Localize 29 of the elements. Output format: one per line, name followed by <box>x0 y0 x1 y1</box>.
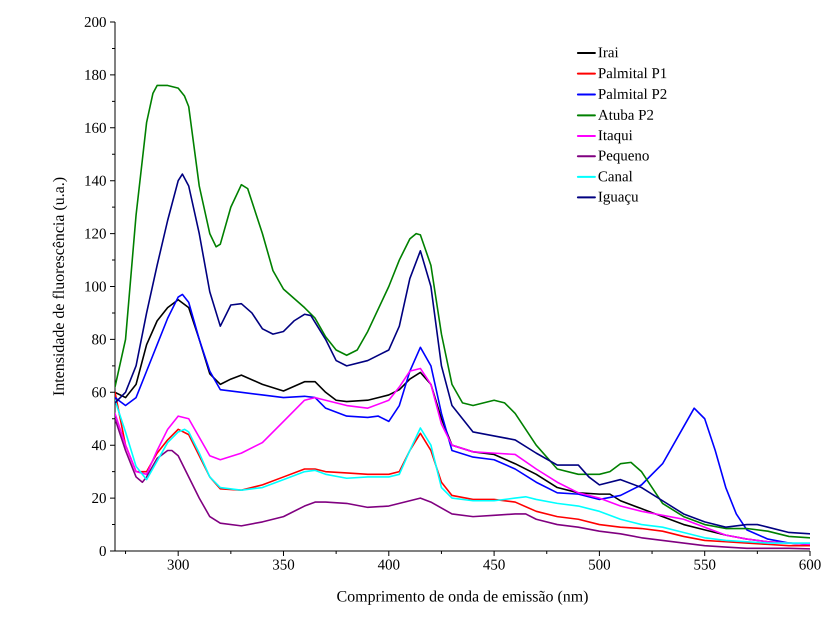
x-tick-label: 300 <box>168 560 189 570</box>
x-tick-label: 550 <box>694 560 716 570</box>
y-axis-title: Intensidade de fluorescência (u.a.) <box>52 178 68 396</box>
y-tick-label: 0 <box>100 546 106 556</box>
y-tick-label: 120 <box>85 228 106 239</box>
y-tick-label: 40 <box>92 440 106 450</box>
y-tick-label: 60 <box>92 387 106 398</box>
legend-label: Palmital P1 <box>598 68 666 78</box>
y-tick-label: 80 <box>92 334 106 344</box>
y-tick-label: 160 <box>85 122 106 133</box>
y-tick-label: 200 <box>84 16 106 28</box>
legend-label: Atuba P2 <box>598 109 654 120</box>
legend-label: Itaqui <box>598 130 632 144</box>
legend-label: Palmital P2 <box>598 88 666 100</box>
legend-label: Irai <box>598 47 618 58</box>
y-tick-label: 100 <box>85 281 106 292</box>
y-tick-label: 20 <box>92 493 106 504</box>
x-axis-title: Comprimento de onda de emissão (nm) <box>337 590 588 605</box>
x-tick-label: 450 <box>483 560 505 570</box>
y-tick-label: 180 <box>85 70 106 80</box>
line-series <box>115 84 810 539</box>
legend-label: Pequeno <box>598 150 649 164</box>
legend-label: Iguaçu <box>598 192 638 205</box>
y-tick-label: 140 <box>85 176 106 186</box>
x-tick-label: 600 <box>799 560 821 570</box>
x-tick-label: 400 <box>378 560 400 570</box>
x-tick-label: 500 <box>589 560 610 570</box>
x-tick-label: 350 <box>273 560 294 570</box>
legend-label: Canal <box>598 170 632 182</box>
